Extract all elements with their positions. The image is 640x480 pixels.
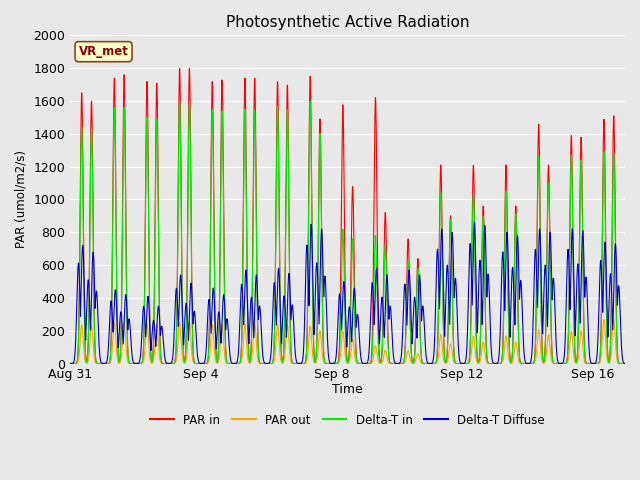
PAR out: [611, 321, 618, 327]
PAR out: [130, 360, 138, 366]
Delta-T Diffuse: [303, 242, 311, 248]
Delta-T in: [279, 358, 287, 363]
PAR in: [279, 356, 287, 361]
Delta-T in: [551, 360, 559, 366]
X-axis label: Time: Time: [332, 383, 363, 396]
PAR out: [393, 360, 401, 366]
PAR in: [186, 65, 193, 71]
Delta-T Diffuse: [130, 360, 138, 365]
Delta-T Diffuse: [163, 360, 170, 366]
Title: Photosynthetic Active Radiation: Photosynthetic Active Radiation: [226, 15, 469, 30]
Line: PAR in: PAR in: [70, 68, 625, 363]
Delta-T in: [611, 173, 618, 179]
Delta-T in: [67, 360, 74, 366]
PAR out: [279, 360, 287, 366]
Delta-T Diffuse: [279, 306, 287, 312]
Delta-T Diffuse: [67, 360, 74, 366]
Delta-T in: [130, 360, 138, 366]
Delta-T Diffuse: [470, 219, 478, 225]
PAR out: [621, 360, 629, 366]
PAR out: [67, 360, 74, 366]
Delta-T Diffuse: [611, 266, 618, 272]
Line: Delta-T Diffuse: Delta-T Diffuse: [70, 222, 625, 363]
PAR out: [163, 360, 170, 366]
PAR in: [303, 324, 311, 329]
PAR out: [550, 360, 558, 366]
PAR in: [67, 360, 74, 366]
Legend: PAR in, PAR out, Delta-T in, Delta-T Diffuse: PAR in, PAR out, Delta-T in, Delta-T Dif…: [146, 409, 550, 431]
PAR out: [303, 357, 311, 363]
PAR in: [621, 360, 629, 366]
Delta-T in: [303, 335, 311, 340]
Line: PAR out: PAR out: [70, 319, 625, 363]
Line: Delta-T in: Delta-T in: [70, 101, 625, 363]
PAR out: [610, 316, 618, 322]
PAR in: [611, 127, 618, 133]
PAR in: [550, 360, 558, 366]
Delta-T Diffuse: [621, 360, 629, 366]
PAR in: [130, 360, 138, 366]
PAR in: [163, 360, 170, 366]
Y-axis label: PAR (umol/m2/s): PAR (umol/m2/s): [15, 150, 28, 249]
Delta-T in: [393, 360, 401, 366]
Delta-T Diffuse: [550, 294, 558, 300]
Delta-T in: [307, 98, 314, 104]
Text: VR_met: VR_met: [79, 45, 129, 58]
Delta-T in: [163, 360, 170, 366]
Delta-T in: [621, 360, 629, 366]
